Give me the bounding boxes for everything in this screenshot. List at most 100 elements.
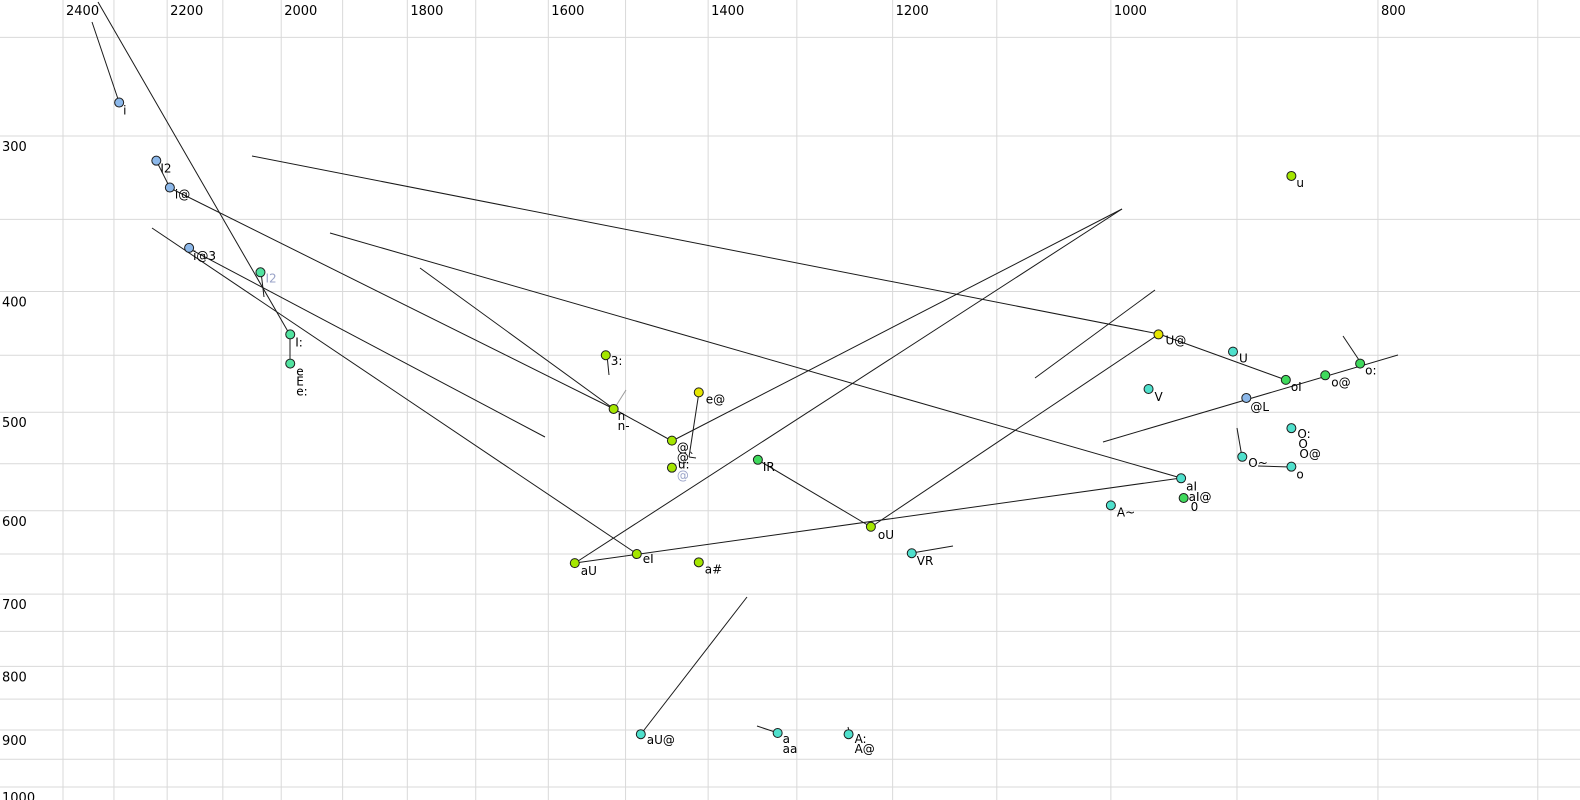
vowel-label-o@: o@ bbox=[1331, 375, 1350, 389]
vowel-point-U[interactable] bbox=[1227, 346, 1238, 357]
vowel-label-A:: A: bbox=[855, 732, 867, 746]
vowel-point-A:[interactable] bbox=[843, 729, 854, 740]
vowel-point-aI@[interactable] bbox=[1178, 493, 1189, 504]
trajectory-line bbox=[97, 1, 291, 336]
vowel-point-A~[interactable] bbox=[1105, 500, 1116, 511]
vowel-point-VR[interactable] bbox=[906, 548, 917, 559]
vowel-point-i@[interactable] bbox=[164, 182, 175, 193]
trajectory-line bbox=[688, 456, 697, 459]
vowel-label-aU@: aU@ bbox=[647, 733, 675, 747]
vowel-label-O:: O bbox=[1298, 437, 1307, 451]
vowel-point-O:[interactable] bbox=[1286, 423, 1297, 434]
y-axis-tick-label: 800 bbox=[2, 670, 27, 685]
x-axis-tick-label: 2000 bbox=[284, 4, 317, 19]
vowel-label-IR: IR bbox=[763, 460, 775, 474]
trajectory-line bbox=[688, 391, 700, 458]
vowel-label-oU: oU bbox=[878, 528, 894, 542]
vowel-point-3:[interactable] bbox=[600, 350, 611, 361]
vowel-point-n-[interactable] bbox=[608, 403, 619, 414]
vowel-point-I:[interactable] bbox=[285, 329, 296, 340]
vowel-label-e: e: bbox=[296, 385, 307, 399]
vowel-label-@: @ bbox=[677, 441, 689, 455]
y-axis-tick-label: 700 bbox=[2, 598, 27, 613]
vowel-point-oI[interactable] bbox=[1280, 374, 1291, 385]
vowel-point-IR[interactable] bbox=[752, 454, 763, 465]
vowel-label-u: u bbox=[1296, 176, 1304, 190]
x-axis-tick-label: 1200 bbox=[896, 4, 929, 19]
trajectory-line bbox=[613, 408, 673, 442]
trajectory-line bbox=[574, 208, 1123, 564]
vowel-point-u[interactable] bbox=[1286, 170, 1297, 181]
y-axis-tick-label: 500 bbox=[2, 416, 27, 431]
vowel-label-a: a bbox=[783, 732, 790, 746]
vowel-point-aU@[interactable] bbox=[635, 729, 646, 740]
vowel-point-O~[interactable] bbox=[1237, 451, 1248, 462]
trajectory-line bbox=[574, 477, 1182, 564]
vowel-label-I2-light: I2 bbox=[265, 271, 276, 285]
vowel-point-@[interactable] bbox=[666, 435, 677, 446]
vowel-point-V[interactable] bbox=[1143, 384, 1154, 395]
x-axis-tick-label: 1800 bbox=[410, 4, 443, 19]
vowel-point-o@[interactable] bbox=[1320, 370, 1331, 381]
trajectory-line bbox=[640, 596, 748, 735]
vowel-label-i@: i@ bbox=[175, 188, 190, 202]
trajectory-line bbox=[1342, 335, 1362, 364]
y-axis-tick-label: 900 bbox=[2, 734, 27, 749]
vowel-point-i[interactable] bbox=[114, 97, 125, 108]
vowel-label-e: E bbox=[296, 375, 304, 389]
y-axis-tick-label: 1000 bbox=[2, 791, 35, 800]
vowel-label-V: V bbox=[1155, 390, 1164, 404]
x-axis-tick-label: 800 bbox=[1381, 4, 1406, 19]
vowel-label-o:: o: bbox=[1365, 364, 1376, 378]
vowel-point-e[interactable] bbox=[285, 358, 296, 369]
x-axis-tick-label: 1600 bbox=[551, 4, 584, 19]
vowel-label-oI: oI bbox=[1291, 380, 1302, 394]
vowel-point-U@[interactable] bbox=[1153, 329, 1164, 340]
vowel-point-i@3[interactable] bbox=[184, 242, 195, 253]
vowel-point-a#[interactable] bbox=[693, 557, 704, 568]
vowel-label-n-: n bbox=[618, 409, 626, 423]
y-axis-tick-label: 300 bbox=[2, 140, 27, 155]
x-axis-tick-label: 2200 bbox=[170, 4, 203, 19]
vowel-label-i@3: i@3 bbox=[193, 249, 216, 263]
vowel-label-aI@: 0 bbox=[1191, 500, 1199, 514]
vowel-label-aU: aU bbox=[581, 564, 597, 578]
vowel-label-A~: A~ bbox=[1117, 505, 1135, 519]
trajectory-line bbox=[1158, 333, 1287, 381]
trajectory-line bbox=[329, 232, 1182, 479]
vowel-label-I:: I: bbox=[295, 335, 303, 349]
vowel-label-a#: a# bbox=[705, 562, 722, 576]
vowel-point-I2-light[interactable] bbox=[255, 267, 266, 278]
vowel-point-o:[interactable] bbox=[1355, 358, 1366, 369]
trajectory-line bbox=[911, 545, 954, 554]
vowel-label-eI: eI bbox=[643, 552, 654, 566]
vowel-label-@L: @L bbox=[1250, 400, 1269, 414]
vowel-point-I2[interactable] bbox=[151, 155, 162, 166]
trajectory-line bbox=[187, 247, 546, 438]
vowel-label-n-: n- bbox=[618, 419, 630, 433]
y-axis-tick-label: 600 bbox=[2, 515, 27, 530]
vowel-point-@L[interactable] bbox=[1241, 392, 1252, 403]
vowel-label-VR: VR bbox=[917, 554, 934, 568]
trajectory-line bbox=[419, 267, 615, 410]
vowel-point-o[interactable] bbox=[1286, 461, 1297, 472]
vowel-point-aU[interactable] bbox=[569, 558, 580, 569]
vowel-point-a[interactable] bbox=[772, 728, 783, 739]
vowel-point-u:[interactable] bbox=[666, 462, 677, 473]
vowel-point-e@[interactable] bbox=[693, 387, 704, 398]
vowel-point-oU[interactable] bbox=[865, 521, 876, 532]
vowel-point-eI[interactable] bbox=[631, 549, 642, 560]
vowel-label-i: i bbox=[123, 104, 126, 118]
trajectory-line bbox=[251, 155, 1160, 335]
vowel-label-a: aa bbox=[783, 742, 798, 756]
vowel-label-U: U bbox=[1239, 352, 1248, 366]
trajectory-line bbox=[870, 333, 1160, 528]
vowel-point-aI[interactable] bbox=[1176, 473, 1187, 484]
trajectory-line bbox=[1257, 465, 1291, 468]
vowel-label-e: e bbox=[296, 365, 303, 379]
trajectory-line bbox=[1034, 289, 1156, 379]
vowel-label-U@: U@ bbox=[1165, 333, 1186, 347]
y-axis-tick-label: 400 bbox=[2, 296, 27, 311]
